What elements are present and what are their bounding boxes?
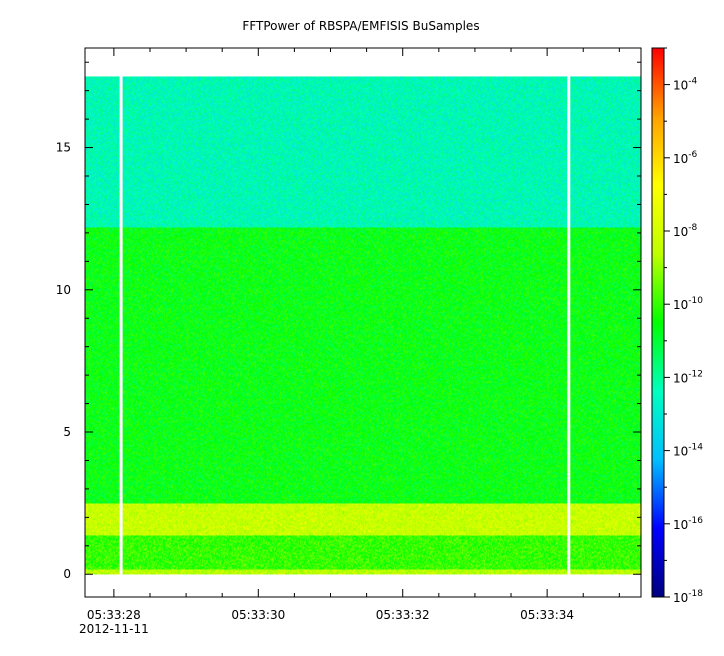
colorbar-tick-label: 10-6 xyxy=(673,150,698,166)
colorbar-tick-label: 10-18 xyxy=(673,589,703,605)
colorbar-tick-label: 10-12 xyxy=(673,369,703,385)
x-tick-label: 05:33:34 xyxy=(520,608,574,622)
data-gap xyxy=(567,76,571,575)
plot-frame xyxy=(84,47,642,598)
plot-area xyxy=(84,47,642,598)
colorbar-tick-label: 10-8 xyxy=(673,223,698,239)
colorbar-tick-label: 10-10 xyxy=(673,296,703,312)
x-tick-label: 05:33:28 xyxy=(87,608,141,622)
colorbar-tick-label: 10-16 xyxy=(673,516,703,532)
colorbar-tick-label: 10-14 xyxy=(673,443,703,459)
y-tick-label: 10 xyxy=(56,283,71,297)
colorbar-scale xyxy=(651,47,665,598)
y-tick-label: 0 xyxy=(63,567,71,581)
heatmap-image xyxy=(85,76,641,575)
y-axis: 0 5 10 15 xyxy=(56,61,641,581)
colorbar-tick-label: 10-4 xyxy=(673,77,698,93)
chart-title: FFTPower of RBSPA/EMFISIS BuSamples xyxy=(242,19,479,33)
data-gap xyxy=(119,76,123,575)
x-start-date: 2012-11-11 xyxy=(79,622,149,636)
x-tick-label: 05:33:32 xyxy=(376,608,430,622)
y-tick-label: 15 xyxy=(56,141,71,155)
x-tick-label: 05:33:30 xyxy=(231,608,285,622)
y-tick-label: 5 xyxy=(63,425,71,439)
x-axis: 05:33:28 05:33:30 05:33:32 05:33:34 2012-11-… xyxy=(79,48,620,636)
colorbar: 10-4 10-6 10-8 10-10 10-12 10-14 10-16 10-18 xyxy=(651,47,703,605)
